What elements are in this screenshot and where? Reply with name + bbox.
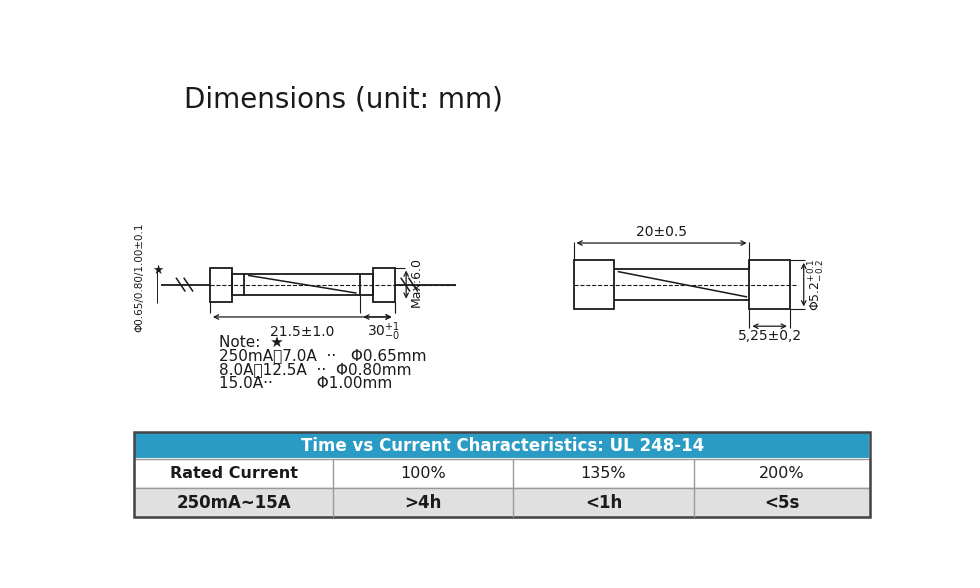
Text: $30^{+1}_{-0}$: $30^{+1}_{-0}$ xyxy=(367,321,401,343)
Bar xyxy=(232,274,244,295)
Bar xyxy=(750,260,790,309)
Bar xyxy=(134,432,870,517)
Text: 21.5±1.0: 21.5±1.0 xyxy=(270,325,334,339)
Bar xyxy=(210,268,232,302)
Text: Time vs Current Characteristics: UL 248-14: Time vs Current Characteristics: UL 248-… xyxy=(301,436,704,455)
Bar xyxy=(361,274,372,295)
Text: 8.0A～12.5A  ··  Φ0.80mm: 8.0A～12.5A ·· Φ0.80mm xyxy=(220,362,412,377)
Text: 250mA～7.0A  ··   Φ0.65mm: 250mA～7.0A ·· Φ0.65mm xyxy=(220,349,427,363)
Text: ★: ★ xyxy=(153,264,164,278)
Text: Rated Current: Rated Current xyxy=(170,466,298,481)
Bar xyxy=(372,268,395,302)
Text: Dimensions (unit: mm): Dimensions (unit: mm) xyxy=(184,86,503,114)
Text: 5,25±0,2: 5,25±0,2 xyxy=(738,329,802,343)
Bar xyxy=(573,260,613,309)
Text: 200%: 200% xyxy=(760,466,805,481)
Text: 15.0A··         Φ1.00mm: 15.0A·· Φ1.00mm xyxy=(220,376,393,391)
Text: 250mA~15A: 250mA~15A xyxy=(176,493,291,512)
Text: Note:  ★: Note: ★ xyxy=(220,335,284,350)
Text: <1h: <1h xyxy=(585,493,622,512)
Bar xyxy=(134,459,870,488)
Text: $\Phi5.2^{+0.1}_{-0.2}$: $\Phi5.2^{+0.1}_{-0.2}$ xyxy=(807,259,827,310)
Text: Φ0.65/0.80/1.00±0.1: Φ0.65/0.80/1.00±0.1 xyxy=(134,222,145,332)
Text: Max:6.0: Max:6.0 xyxy=(410,258,422,308)
Text: <5s: <5s xyxy=(764,493,800,512)
Bar xyxy=(134,488,870,517)
Text: 20±0.5: 20±0.5 xyxy=(636,225,687,239)
Text: 100%: 100% xyxy=(400,466,446,481)
Text: >4h: >4h xyxy=(405,493,442,512)
Bar xyxy=(134,432,870,459)
Text: 135%: 135% xyxy=(581,466,626,481)
